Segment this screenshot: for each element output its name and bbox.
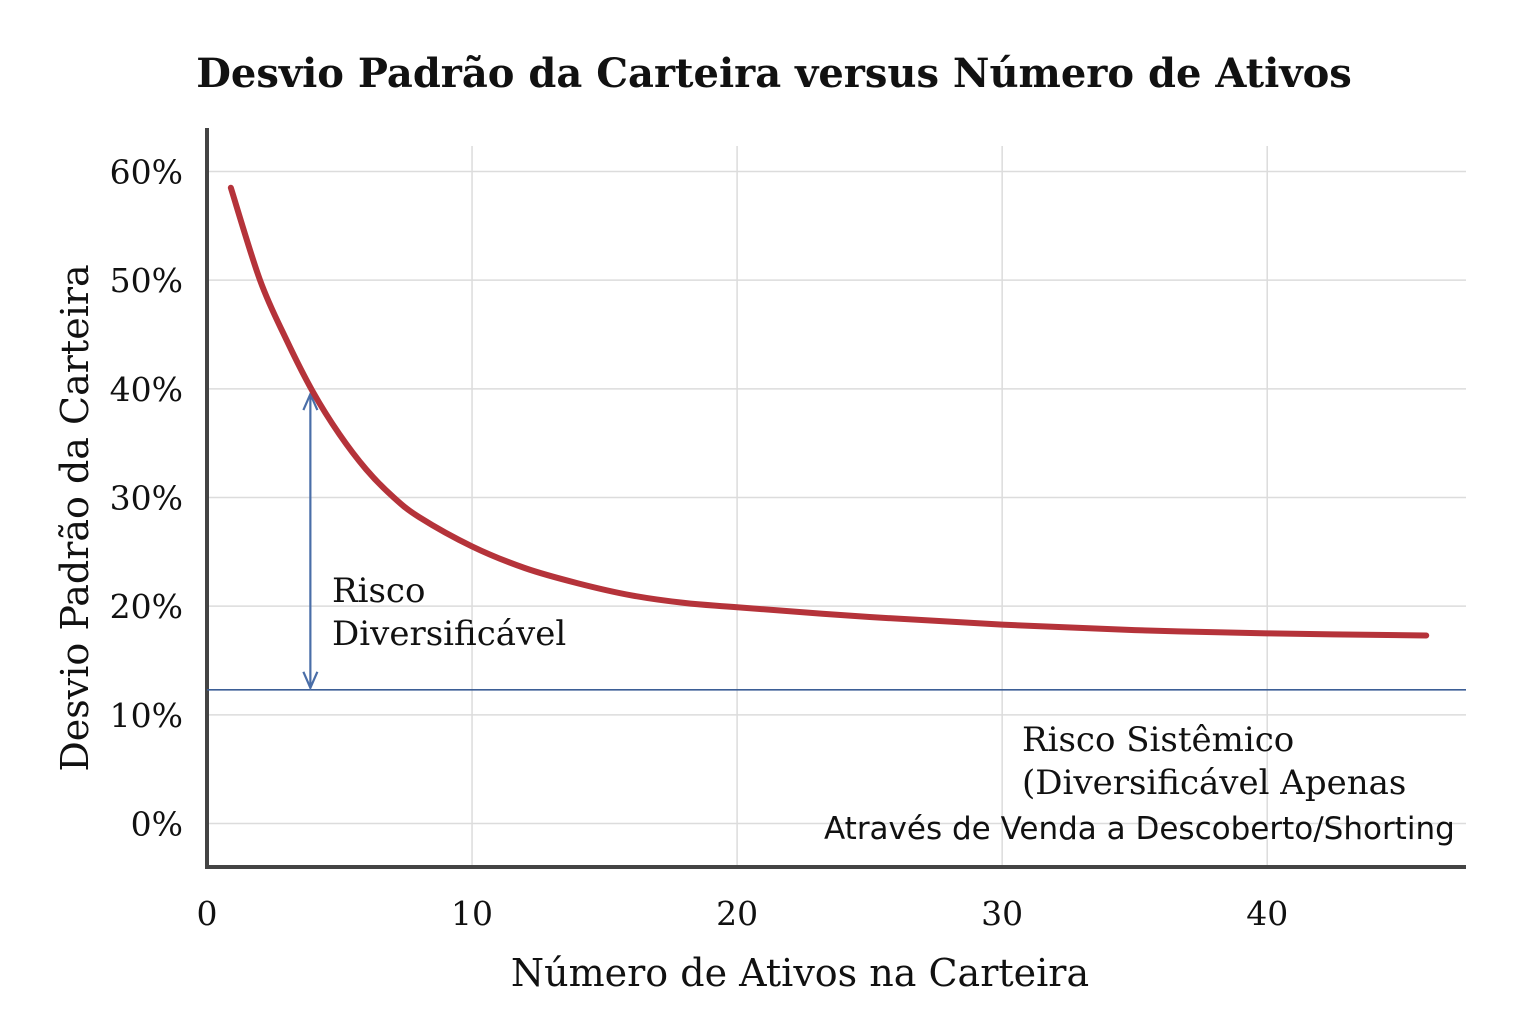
- systematic-risk-label: Risco Sistêmico (Diversificável Apenas: [1022, 720, 1406, 803]
- x-tick-label: 10: [451, 894, 493, 933]
- x-tick-label: 40: [1246, 894, 1288, 933]
- diversifiable-risk-label: Risco Diversificável: [332, 571, 566, 654]
- shorting-label: Através de Venda a Descoberto/Shorting: [824, 811, 1455, 847]
- portfolio-std-curve: [227, 184, 1430, 639]
- x-tick-label: 20: [716, 894, 758, 933]
- x-tick-labels: 0 10 20 30 40: [197, 894, 1289, 933]
- chart-title: Desvio Padrão da Carteira versus Número …: [196, 50, 1352, 97]
- y-tick-labels: 0% 10% 20% 30% 40% 50% 60%: [110, 152, 183, 843]
- y-tick-label: 30%: [110, 479, 183, 518]
- systematic-risk-label-line2: (Diversificável Apenas: [1022, 763, 1406, 803]
- y-tick-label: 20%: [110, 587, 183, 626]
- y-tick-label: 10%: [110, 696, 183, 735]
- diversifiable-risk-label-line2: Diversificável: [332, 614, 566, 654]
- arrow-head-up: [302, 391, 319, 411]
- diversifiable-risk-label-line1: Risco: [332, 571, 425, 611]
- x-tick-label: 0: [197, 894, 218, 933]
- systematic-risk-label-line1: Risco Sistêmico: [1022, 720, 1294, 760]
- diversifiable-risk-arrow: [302, 391, 319, 691]
- y-tick-label: 60%: [110, 152, 183, 191]
- y-tick-label: 0%: [131, 805, 183, 844]
- y-tick-label: 40%: [110, 370, 183, 409]
- x-axis-label: Número de Ativos na Carteira: [511, 951, 1089, 995]
- arrow-head-down: [302, 671, 319, 691]
- x-tick-label: 30: [981, 894, 1023, 933]
- y-tick-label: 50%: [110, 261, 183, 300]
- grid: [207, 146, 1466, 867]
- y-axis-label: Desvio Padrão da Carteira: [53, 264, 97, 771]
